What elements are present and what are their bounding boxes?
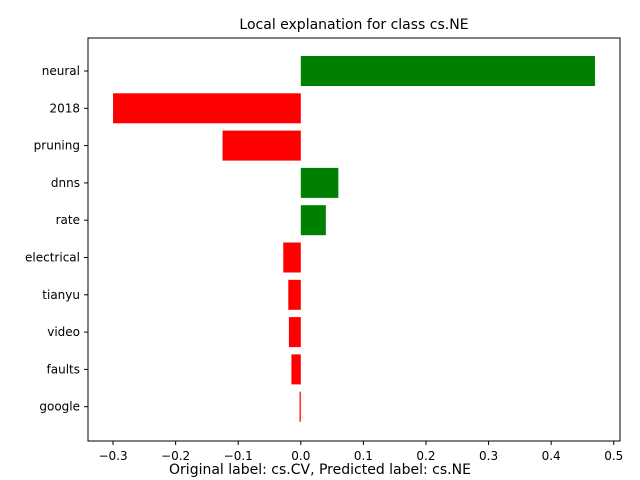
y-tick-label: pruning (34, 139, 80, 153)
plot-frame (87, 37, 621, 442)
x-tick-label: 0.2 (416, 449, 435, 463)
x-tick-label: 0.3 (479, 449, 498, 463)
bar-video (288, 317, 301, 348)
bar-2018 (113, 93, 301, 124)
bar-google (299, 391, 301, 422)
y-axis: neural 2018 pruning dnns rate electrical tiany… (25, 64, 88, 414)
y-tick-label: electrical (25, 251, 80, 265)
y-tick-label: dnns (51, 176, 80, 190)
y-tick-label: google (39, 400, 80, 414)
y-tick-label: 2018 (49, 101, 80, 115)
x-axis: −0.3 −0.2 −0.1 0.0 0.1 0.2 0.3 0.4 0.5 (98, 441, 623, 463)
x-tick-label: 0.1 (354, 449, 373, 463)
y-tick-label: faults (47, 362, 80, 376)
y-tick-label: neural (42, 64, 80, 78)
x-tick-label: 0.4 (542, 449, 561, 463)
y-tick-label: video (47, 325, 80, 339)
x-tick-label: 0.0 (291, 449, 310, 463)
bar-rate (300, 205, 326, 236)
bar-tianyu (288, 279, 301, 310)
x-tick-label: −0.3 (98, 449, 127, 463)
bar-faults (291, 354, 301, 385)
chart-caption: Original label: cs.CV, Predicted label: … (169, 462, 471, 478)
y-tick-label: tianyu (42, 288, 80, 302)
x-tick-label: −0.2 (161, 449, 190, 463)
bar-pruning (222, 130, 301, 161)
bar-neural (300, 56, 595, 86)
bars-group (113, 56, 595, 422)
bar-dnns (300, 167, 339, 198)
x-tick-label: −0.1 (224, 449, 253, 463)
x-tick-label: 0.5 (604, 449, 623, 463)
y-tick-label: rate (56, 213, 80, 227)
bar-electrical (283, 242, 301, 273)
chart-title: Local explanation for class cs.NE (239, 17, 468, 33)
